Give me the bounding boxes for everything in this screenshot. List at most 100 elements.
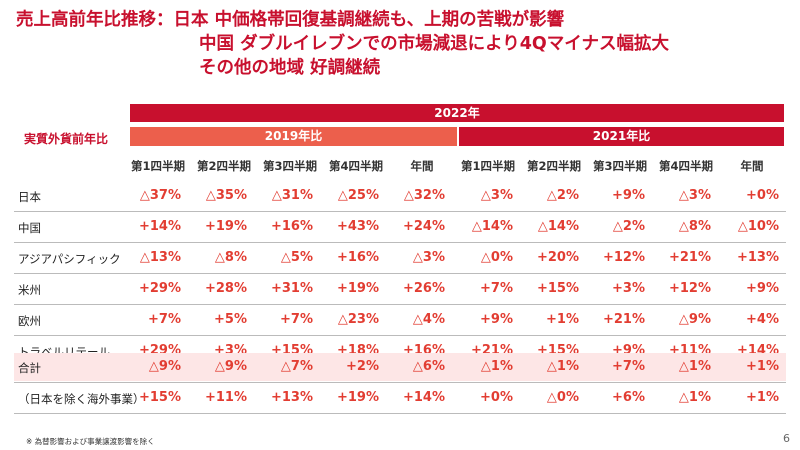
table-cell: +9% — [746, 281, 779, 296]
row-divider — [14, 335, 786, 336]
table-cell: +21% — [602, 312, 645, 327]
table-cell: +4% — [746, 312, 779, 327]
title-line-2: 中国 ダブルイレブンでの市場減退により4Qマイナス幅拡大 — [199, 34, 669, 54]
table-cell: +26% — [402, 281, 445, 296]
table-cell: +13% — [736, 250, 779, 265]
table-cell: △0% — [480, 250, 513, 265]
row-label: アジアパシフィック — [18, 252, 121, 266]
table-cell: +19% — [204, 219, 247, 234]
table-cell: △1% — [480, 359, 513, 374]
column-header: 第4四半期 — [658, 159, 713, 173]
table-row-total: 合計 △9% △9% △7% +2% △6% △1% △1% +7% △1% +… — [0, 352, 800, 383]
basis-label: 実質外貨前年比 — [24, 132, 109, 146]
table-cell: △9% — [148, 359, 181, 374]
table-cell: △3% — [480, 188, 513, 203]
table-cell: △7% — [280, 359, 313, 374]
row-divider — [14, 273, 786, 274]
table-cell: △1% — [546, 359, 579, 374]
table-cell: +24% — [402, 219, 445, 234]
table-cell: +0% — [746, 188, 779, 203]
table-cell: +7% — [612, 359, 645, 374]
table-cell: △14% — [537, 219, 579, 234]
table-cell: +3% — [612, 281, 645, 296]
table-cell: +7% — [480, 281, 513, 296]
table-cell: +9% — [480, 312, 513, 327]
table-cell: +6% — [612, 390, 645, 405]
table-cell: △1% — [678, 359, 711, 374]
title-line-1: 売上高前年比推移：日本 中価格帯回復基調継続も、上期の苦戦が影響 — [16, 10, 565, 30]
table-cell: +12% — [602, 250, 645, 265]
column-header: 年間 — [740, 159, 764, 173]
column-header: 第3四半期 — [262, 159, 317, 173]
row-label: 欧州 — [18, 314, 41, 328]
table-cell: +43% — [336, 219, 379, 234]
table-cell: △6% — [412, 359, 445, 374]
table-cell: △5% — [280, 250, 313, 265]
table-cell: △0% — [546, 390, 579, 405]
table-cell: +0% — [480, 390, 513, 405]
table-cell: +2% — [346, 359, 379, 374]
vs-2021-header: 2021年比 — [459, 127, 784, 146]
row-divider — [14, 242, 786, 243]
page-title: 売上高前年比推移：日本 中価格帯回復基調継続も、上期の苦戦が影響 中国 ダブルイ… — [16, 8, 786, 80]
table-cell: △31% — [271, 188, 313, 203]
table-cell: △32% — [403, 188, 445, 203]
table-row: 欧州 +7% +5% +7% △23% △4% +9% +1% +21% △9%… — [0, 305, 800, 336]
table-row: （日本を除く海外事業） +15% +11% +13% +19% +14% +0%… — [0, 383, 800, 414]
table-cell: △1% — [678, 390, 711, 405]
table-cell: +7% — [148, 312, 181, 327]
row-divider — [14, 413, 786, 414]
page-number: 6 — [783, 432, 790, 445]
table-cell: +7% — [280, 312, 313, 327]
year-header: 2022年 — [130, 104, 784, 122]
table-cell: △14% — [471, 219, 513, 234]
title-line-3: その他の地域 好調継続 — [199, 58, 381, 78]
row-divider — [14, 304, 786, 305]
table-cell: +16% — [270, 219, 313, 234]
table-cell: +31% — [270, 281, 313, 296]
table-cell: +21% — [668, 250, 711, 265]
total-row-highlight — [14, 353, 786, 381]
table-cell: +29% — [138, 281, 181, 296]
table-cell: +19% — [336, 390, 379, 405]
footnote: ※ 為替影響および事業譲渡影響を除く — [26, 437, 155, 446]
table-cell: △4% — [412, 312, 445, 327]
column-header: 第2四半期 — [526, 159, 581, 173]
row-label: 米州 — [18, 283, 41, 297]
table-row: 中国 +14% +19% +16% +43% +24% △14% △14% △2… — [0, 212, 800, 243]
table-cell: △37% — [139, 188, 181, 203]
table-cell: △3% — [678, 188, 711, 203]
table-cell: △2% — [546, 188, 579, 203]
table-cell: +15% — [536, 281, 579, 296]
row-divider — [14, 382, 786, 383]
table-cell: △23% — [337, 312, 379, 327]
row-label: 日本 — [18, 190, 41, 204]
row-label: 合計 — [18, 361, 41, 375]
row-divider — [14, 211, 786, 212]
table-cell: +14% — [138, 219, 181, 234]
table-cell: △3% — [412, 250, 445, 265]
table-cell: △35% — [205, 188, 247, 203]
table-cell: +19% — [336, 281, 379, 296]
column-header: 第2四半期 — [196, 159, 251, 173]
table-cell: △9% — [214, 359, 247, 374]
row-label: （日本を除く海外事業） — [18, 392, 145, 406]
table-cell: +9% — [612, 188, 645, 203]
table-cell: +1% — [546, 312, 579, 327]
vs-2019-header: 2019年比 — [130, 127, 457, 146]
table-cell: △2% — [612, 219, 645, 234]
table-cell: +20% — [536, 250, 579, 265]
table-cell: +11% — [204, 390, 247, 405]
column-header: 第4四半期 — [328, 159, 383, 173]
table-cell: +12% — [668, 281, 711, 296]
table-cell: +16% — [336, 250, 379, 265]
column-header: 第1四半期 — [130, 159, 185, 173]
table-cell: +13% — [270, 390, 313, 405]
table-row: アジアパシフィック △13% △8% △5% +16% △3% △0% +20%… — [0, 243, 800, 274]
table-cell: △25% — [337, 188, 379, 203]
table-cell: △8% — [214, 250, 247, 265]
table-cell: △8% — [678, 219, 711, 234]
row-label: 中国 — [18, 221, 41, 235]
table-cell: △10% — [737, 219, 779, 234]
table-cell: +28% — [204, 281, 247, 296]
